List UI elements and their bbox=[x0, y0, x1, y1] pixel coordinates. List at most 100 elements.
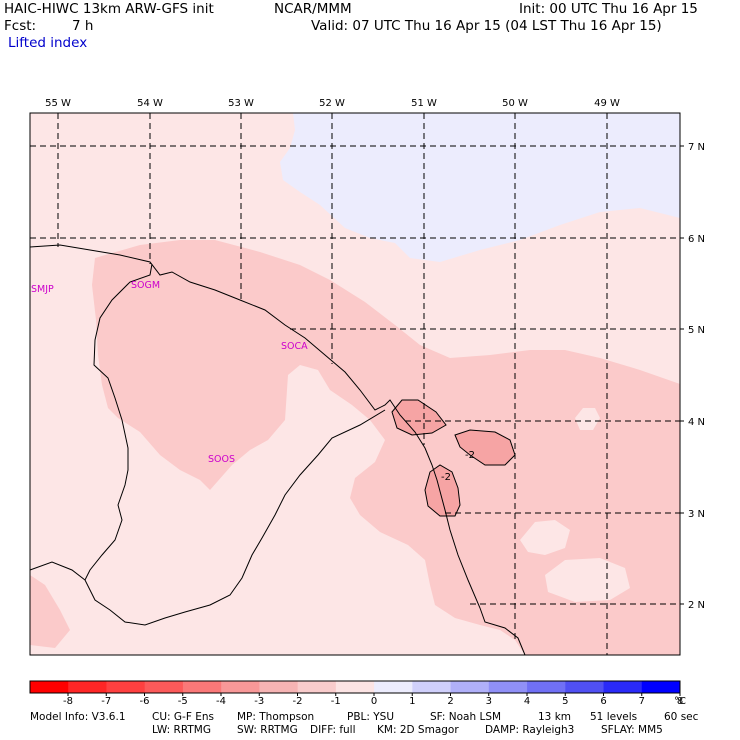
footer-resolution: 13 km bbox=[538, 711, 572, 723]
footer-km: KM: 2D Smagor bbox=[377, 724, 459, 736]
colorbar-tick-label: 1 bbox=[409, 696, 415, 707]
lon-label-52w: 52 W bbox=[319, 98, 345, 109]
init-time: Init: 00 UTC Thu 16 Apr 15 bbox=[519, 1, 698, 17]
colorbar-tick-label: -4 bbox=[216, 696, 226, 707]
lon-label-55w: 55 W bbox=[45, 98, 71, 109]
colorbar-swatch bbox=[335, 681, 375, 693]
colorbar-tick-label: -2 bbox=[293, 696, 303, 707]
field-fills bbox=[30, 113, 680, 655]
lat-lon-grid bbox=[30, 113, 680, 655]
border-suriname-fguiana bbox=[84, 409, 386, 626]
colorbar-tick-label: -5 bbox=[178, 696, 188, 707]
contour-label-east: -2 bbox=[465, 450, 475, 461]
latitude-labels: 7 N 6 N 5 N 4 N 3 N 2 N bbox=[688, 142, 705, 611]
footer-pbl: PBL: YSU bbox=[347, 711, 395, 723]
colorbar-swatch bbox=[374, 681, 413, 693]
colorbar-tick-label: -8 bbox=[63, 696, 73, 707]
colorbar-tick-label: -1 bbox=[331, 696, 341, 707]
colorbar-swatch bbox=[603, 681, 643, 693]
footer-sflay: SFLAY: MM5 bbox=[601, 724, 663, 736]
colorbar-swatch bbox=[297, 681, 337, 693]
colorbar-swatch bbox=[565, 681, 605, 693]
map-frame bbox=[29, 112, 681, 656]
variable-name: Lifted index bbox=[8, 35, 88, 51]
strong-negative-cell-3 bbox=[424, 464, 461, 517]
footer-shortwave: SW: RRTMG bbox=[237, 724, 298, 736]
lat-label-6n: 6 N bbox=[688, 234, 705, 245]
colorbar bbox=[29, 680, 681, 696]
longitude-labels: 55 W 54 W 53 W 52 W 51 W 50 W 49 W bbox=[45, 98, 620, 109]
colorbar-swatch bbox=[641, 681, 681, 693]
weak-negative-patch-southeast-2 bbox=[545, 558, 630, 602]
lon-label-49w: 49 W bbox=[594, 98, 620, 109]
colorbar-swatch bbox=[488, 681, 528, 693]
colorbar-tick-label: -6 bbox=[140, 696, 150, 707]
lat-label-4n: 4 N bbox=[688, 417, 705, 428]
colorbar-tick-label: 7 bbox=[639, 696, 645, 707]
organization: NCAR/MMM bbox=[274, 1, 352, 17]
footer-timestep: 60 sec bbox=[664, 711, 699, 723]
colorbar-swatch bbox=[221, 681, 260, 693]
footer-damping: DAMP: Rayleigh3 bbox=[485, 724, 575, 736]
lon-label-50w: 50 W bbox=[502, 98, 528, 109]
colorbar-labels: -8 -7 -6 -5 -4 -3 -2 -1 0 1 2 3 4 5 6 7 8 bbox=[63, 696, 683, 707]
weak-negative-patch-southeast-1 bbox=[520, 520, 570, 555]
colorbar-swatch bbox=[144, 681, 184, 693]
colorbar-tick-label: 4 bbox=[524, 696, 530, 707]
contour-labels: -2 -2 bbox=[441, 450, 475, 483]
station-label-soos: SOOS bbox=[208, 454, 235, 465]
footer-cumulus: CU: G-F Ens bbox=[152, 711, 214, 723]
strong-negative-cell-2 bbox=[454, 429, 516, 466]
lat-label-7n: 7 N bbox=[688, 142, 705, 153]
colorbar-swatch bbox=[259, 681, 299, 693]
footer-model-info: Model Info: V3.6.1 bbox=[30, 711, 126, 723]
footer-levels: 51 levels bbox=[590, 711, 638, 723]
lon-label-54w: 54 W bbox=[137, 98, 163, 109]
coastline bbox=[29, 244, 526, 656]
colorbar-swatch bbox=[106, 681, 146, 693]
colorbar-tick-label: 8 bbox=[677, 696, 683, 707]
colorbar-frame bbox=[29, 680, 681, 694]
strong-negative-cell-1 bbox=[391, 399, 447, 436]
colorbar-swatch bbox=[182, 681, 222, 693]
lat-label-5n: 5 N bbox=[688, 325, 705, 336]
colorbar-swatch bbox=[412, 681, 452, 693]
forecast-label: Fcst: bbox=[4, 18, 37, 34]
colorbar-tick-label: 0 bbox=[371, 696, 377, 707]
footer-longwave: LW: RRTMG bbox=[152, 724, 211, 736]
model-title: HAIC-HIWC 13km ARW-GFS init bbox=[4, 1, 214, 17]
colorbar-swatch bbox=[30, 681, 69, 693]
colorbar-swatch bbox=[68, 681, 107, 693]
station-label-soca: SOCA bbox=[281, 341, 308, 352]
colorbar-tick-label: 3 bbox=[486, 696, 492, 707]
footer-microphysics: MP: Thompson bbox=[237, 711, 315, 723]
colorbar-tick-label: 5 bbox=[562, 696, 568, 707]
lon-label-51w: 51 W bbox=[411, 98, 437, 109]
coastline-and-borders bbox=[29, 244, 526, 656]
colorbar-tick-label: 2 bbox=[447, 696, 453, 707]
weak-negative-patch-southwest bbox=[30, 575, 70, 648]
border-guyana-suriname bbox=[29, 263, 153, 581]
colorbar-tick-label: -3 bbox=[254, 696, 264, 707]
colorbar-swatch bbox=[527, 681, 566, 693]
station-label-smjp: SMJP bbox=[31, 284, 54, 295]
colorbar-tick-label: 6 bbox=[600, 696, 606, 707]
contour-label-south: -2 bbox=[441, 472, 451, 483]
positive-lifted-index-area bbox=[280, 113, 680, 262]
footer-surface: SF: Noah LSM bbox=[430, 711, 502, 723]
weak-negative-patch-east bbox=[575, 408, 600, 430]
lat-label-3n: 3 N bbox=[688, 509, 705, 520]
lon-label-53w: 53 W bbox=[228, 98, 254, 109]
station-label-sogm: SOGM bbox=[131, 280, 160, 291]
forecast-hour: 7 h bbox=[72, 18, 94, 34]
lat-label-2n: 2 N bbox=[688, 600, 705, 611]
colorbar-tick-label: -7 bbox=[101, 696, 111, 707]
station-labels: SMJP SOGM SOCA SOOS bbox=[31, 280, 308, 465]
footer-diffusion: DIFF: full bbox=[310, 724, 356, 736]
valid-time: Valid: 07 UTC Thu 16 Apr 15 (04 LST Thu … bbox=[311, 18, 662, 34]
colorbar-unit: °C bbox=[674, 696, 686, 707]
latitude-ticks bbox=[680, 145, 684, 605]
colorbar-swatch bbox=[450, 681, 490, 693]
